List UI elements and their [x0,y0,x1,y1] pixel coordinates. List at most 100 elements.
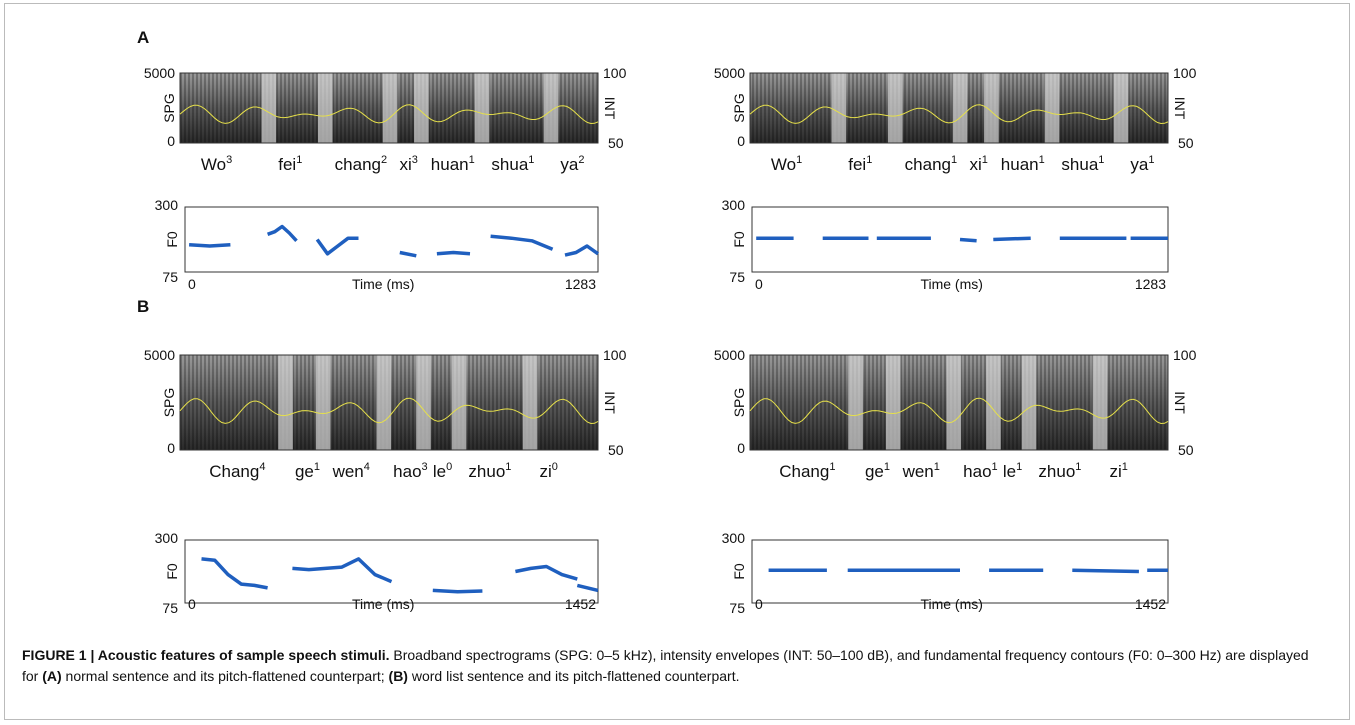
syllable: xi3 [399,154,417,174]
f0-contour [564,244,600,257]
syllable: zhuo1 [1038,461,1081,481]
syllable-text: fei [278,155,296,174]
spectrogram-pause [261,73,277,143]
spectrogram-frame [179,354,599,451]
syllable-text: Wo [201,155,226,174]
tone-mark: 4 [259,461,265,473]
int-label: INT [1172,391,1188,414]
int-tick: 50 [1178,442,1194,458]
f0-contour [399,250,417,258]
syllable-text: hao [963,462,991,481]
syllable: le1 [1003,461,1022,481]
syllable-text: ya [560,155,579,174]
spectrogram-pause [416,355,431,450]
tone-mark: 1 [884,461,890,473]
spg-label: SPG [731,93,747,123]
f0-contour [315,236,359,256]
syllable: ge1 [865,461,890,481]
f0-tick: 75 [162,600,178,616]
frame [4,3,1350,720]
time-label: Time (ms) [352,596,414,612]
f0-tick: 300 [155,530,179,546]
syllable: ya2 [560,154,584,174]
tone-mark: 1 [866,154,872,166]
syllable-text: zi [1109,462,1121,481]
f0-contour [436,250,471,256]
syllable-text: le [1003,462,1016,481]
f0-contour [201,557,268,590]
f0-contour [515,564,578,581]
syllable: huan1 [1001,154,1045,174]
syllable: Wo1 [771,154,802,174]
tone-mark: 0 [552,461,558,473]
syllable: zi1 [1109,461,1127,481]
spectrogram-pause [831,73,847,143]
f0-tick: 300 [722,197,746,213]
syllable-text: le [433,462,446,481]
spectrogram-pause [1113,73,1129,143]
f0-contour [993,236,1031,242]
int-tick: 100 [1173,347,1197,363]
spg-tick: 5000 [144,347,175,363]
spg-tick: 5000 [714,347,745,363]
int-tick: 50 [608,442,624,458]
tone-mark: 1 [982,154,988,166]
tone-mark: 1 [528,154,534,166]
spectrogram-pause [317,73,333,143]
f0-frame [184,539,599,604]
syllable: xi1 [969,154,987,174]
spectrogram-pause [451,355,467,450]
f0-label: F0 [164,563,180,580]
f0-tick: 300 [722,530,746,546]
time-tick: 0 [755,276,763,292]
syllable: Chang1 [779,461,835,481]
syllable: wen4 [332,461,370,481]
tone-mark: 1 [1098,154,1104,166]
f0-tick: 75 [729,269,745,285]
spectrogram-pause [1092,355,1108,450]
int-tick: 50 [608,135,624,151]
tone-mark: 1 [1075,461,1081,473]
tone-mark: 1 [1039,154,1045,166]
f0-label: F0 [164,231,180,248]
f0-contour [1072,568,1139,574]
tone-mark: 1 [1016,461,1022,473]
f0-label: F0 [731,563,747,580]
spectrogram-frame [749,354,1169,451]
f0-contour [267,224,298,242]
intensity-envelope [749,397,1169,425]
spectrogram-pause [946,355,962,450]
tone-mark: 4 [364,461,370,473]
syllable-text: chang [335,155,381,174]
time-tick: 1452 [1135,596,1166,612]
caption-text: normal sentence and its pitch-flattened … [61,668,389,684]
int-label: INT [602,391,618,414]
time-label: Time (ms) [920,596,982,612]
tone-mark: 1 [296,154,302,166]
f0-frame [184,206,599,273]
spectrogram-pause [522,355,538,450]
spg-label: SPG [161,388,177,418]
syllable: le0 [433,461,452,481]
tone-mark: 1 [796,154,802,166]
caption-ref: (A) [42,668,62,684]
time-tick: 1283 [1135,276,1166,292]
spectrogram-pause [848,355,863,450]
spg-tick: 0 [737,133,745,149]
syllable: zi0 [539,461,557,481]
spectrogram-pause [315,355,331,450]
spectrogram-frame [179,72,599,144]
syllable-text: wen [902,462,934,481]
syllable-text: ge [295,462,314,481]
syllable: shua1 [1061,154,1104,174]
f0-contour [959,237,977,243]
syllable: chang2 [335,154,387,174]
spectrogram-frame [749,72,1169,144]
syllable: shua1 [491,154,534,174]
syllable: hao1 [963,461,998,481]
tone-mark: 1 [1148,154,1154,166]
intensity-envelope [749,104,1169,125]
tone-mark: 1 [951,154,957,166]
syllable-text: zhuo [468,462,505,481]
